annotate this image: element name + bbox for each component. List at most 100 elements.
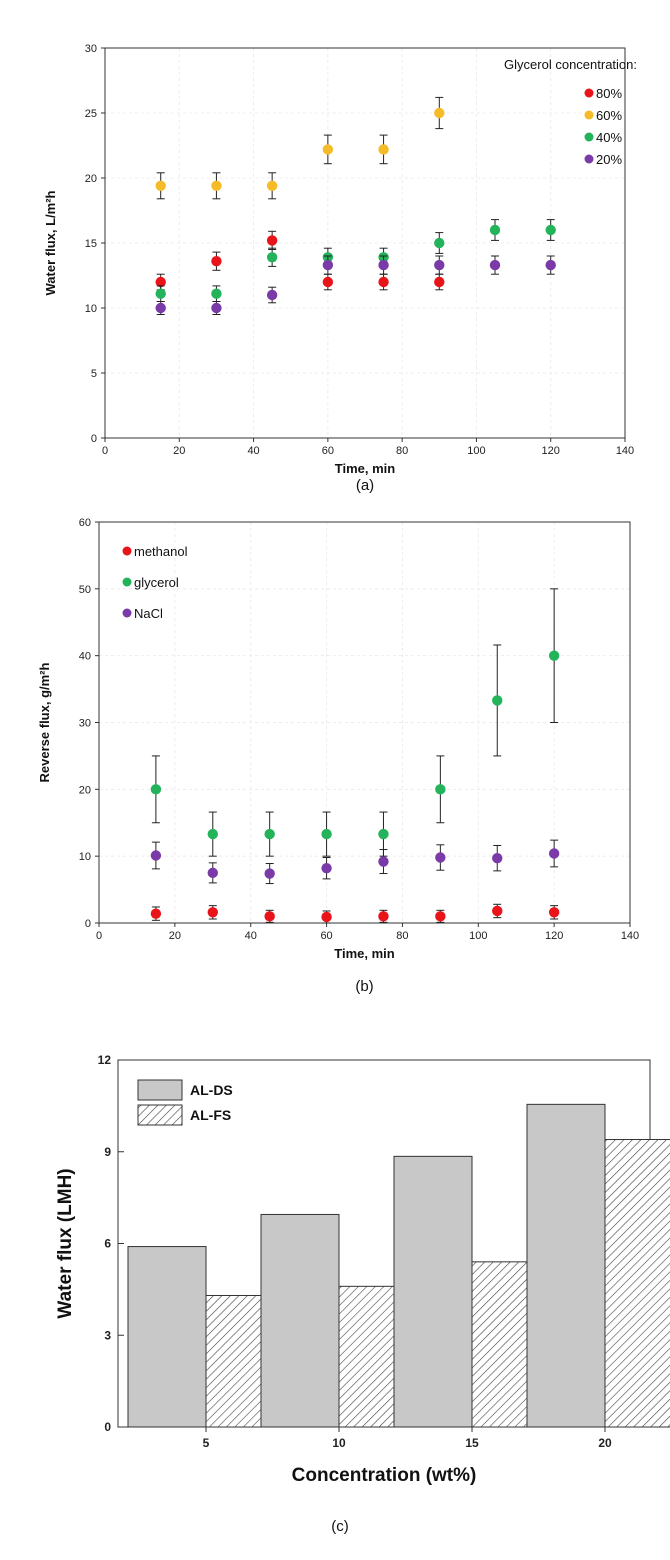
y-tick-label: 60 [79,517,91,529]
data-point-20 [322,259,334,271]
data-point-glycerol [264,828,275,840]
y-tick-label: 20 [79,784,91,796]
x-tick-label: 80 [396,930,408,942]
data-point-methanol [207,907,218,918]
x-tick-label: 100 [467,445,485,457]
x-axis-label: Concentration (wt%) [292,1465,477,1486]
data-point-nacl [150,850,162,861]
data-point-nacl [492,852,503,864]
data-point-20 [434,259,445,271]
chart-a-water-flux: 0 20 40 60 80 100 120 140 0 5 10 15 20 25 30 Time, min W… [43,43,637,494]
legend-swatch [137,1104,183,1126]
data-point-80 [266,235,278,246]
data-point-20 [155,302,166,314]
y-tick-label: 12 [98,1053,112,1067]
x-tick-label: 120 [542,445,560,457]
y-axis-label: Reverse flux, g/m²h [37,662,52,782]
data-point-nacl [435,852,446,863]
data-point-nacl [548,848,560,859]
data-point-nacl [378,856,389,867]
x-tick-label: 40 [245,930,257,942]
data-point-40 [155,288,166,299]
legend-marker [122,577,132,587]
x-tick-label: 60 [320,930,332,942]
data-point-glycerol [492,695,503,706]
data-point-80 [211,256,222,267]
legend-marker [584,88,594,98]
legend-label: 80% [596,86,622,101]
data-point-20 [378,259,389,271]
y-axis-label: Water flux (LMH) [55,1168,76,1318]
y-tick-label: 20 [85,173,97,185]
data-point-40 [434,237,445,249]
data-point-20 [266,289,278,301]
y-tick-label: 9 [104,1145,111,1159]
y-axis-label: Water flux, L/m²h [43,190,58,295]
legend-swatch [137,1079,183,1101]
y-tick-label: 0 [85,918,91,930]
data-point-methanol [548,907,560,918]
data-point-20 [211,302,222,314]
legend-label: 40% [596,130,622,145]
x-tick-label: 20 [173,445,185,457]
x-tick-label: 140 [621,930,639,942]
data-point-20 [489,259,501,271]
x-tick-label: 80 [396,445,408,457]
x-tick-label: 100 [469,930,487,942]
data-point-glycerol [321,828,332,840]
bar-al-ds [393,1155,473,1428]
legend-label: NaCl [134,606,163,621]
y-tick-label: 15 [85,238,97,250]
x-tick-label: 10 [332,1436,346,1450]
data-point-methanol [435,911,446,922]
legend-marker [584,110,594,120]
data-point-nacl [207,867,218,879]
legend-label: glycerol [134,575,179,590]
x-tick-label: 40 [247,445,259,457]
data-point-glycerol [378,828,389,840]
legend-marker [122,608,132,618]
bar-al-fs [604,1139,670,1428]
y-tick-label: 10 [85,303,97,315]
y-tick-label: 30 [79,718,91,730]
data-point-methanol [492,905,503,917]
data-point-80 [155,276,166,288]
panel-label: (a) [356,477,374,494]
data-point-80 [434,276,445,288]
legend-title: Glycerol concentration: [504,57,637,72]
legend-label: AL-FS [190,1107,231,1123]
data-point-80 [322,276,334,288]
data-point-60 [434,107,445,119]
data-point-glycerol [207,828,218,840]
panel-label: (c) [331,1518,349,1535]
legend-label: 20% [596,152,622,167]
x-tick-label: 0 [96,930,102,942]
x-tick-label: 140 [616,445,634,457]
legend-marker [584,154,594,164]
data-point-60 [378,144,389,155]
data-point-methanol [378,911,389,922]
data-point-80 [378,276,389,288]
data-point-glycerol [150,784,162,795]
x-axis-label: Time, min [335,461,396,476]
bar-al-ds [260,1213,340,1428]
y-tick-label: 0 [91,433,97,445]
data-point-60 [155,180,166,191]
data-point-methanol [321,911,332,923]
panel-label: (b) [355,978,373,995]
y-tick-label: 0 [104,1420,111,1434]
x-tick-label: 60 [322,445,334,457]
data-point-20 [545,259,556,271]
legend-label: AL-DS [190,1082,233,1098]
y-tick-label: 10 [79,851,91,863]
legend-label: methanol [134,544,188,559]
data-point-40 [545,224,556,236]
data-point-nacl [264,868,275,879]
chart-c-concentration-bars: 0 3 6 9 12 5 10 15 20 Concentration (wt%) Water fl… [55,1053,670,1535]
y-tick-label: 5 [91,368,97,380]
x-tick-label: 0 [102,445,108,457]
data-point-40 [266,252,278,263]
bar-al-ds [127,1246,207,1428]
data-point-40 [489,224,501,236]
